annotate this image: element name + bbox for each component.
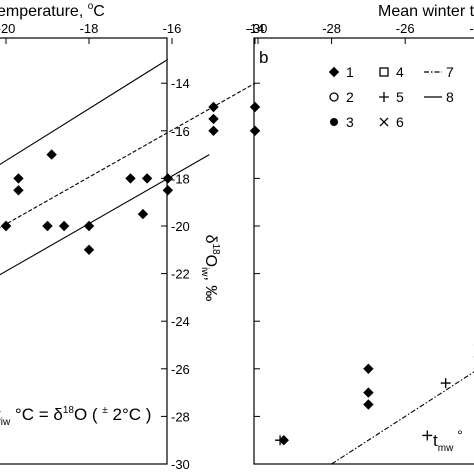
panel-a-bound-line <box>0 58 169 166</box>
panel-b-frame <box>253 37 474 465</box>
panel-a-y-tick-label: -24 <box>171 314 190 329</box>
panel-a-point <box>208 101 219 113</box>
panel-a-top-axis-label-sup: o <box>88 1 94 12</box>
panel-a-bound-line <box>0 154 210 276</box>
panel-a-y-ticks: -30-28-26-24-22-20-18-16-14 <box>161 76 190 472</box>
panel-a-y-tick-label: -20 <box>171 219 190 234</box>
panel-b-x-tick-label: -26 <box>396 21 415 36</box>
panel-a-frame <box>0 37 168 465</box>
panel-a-y-tick-label: -22 <box>171 267 190 282</box>
panel-a-x-tick-label: -18 <box>80 21 99 36</box>
panel-b: Mean winter t b -30-28-26-24-22 14725836… <box>249 3 474 465</box>
panel-a-y-tick-label: -18 <box>171 171 190 186</box>
panel-a-point <box>13 173 24 184</box>
legend-label: 2 <box>346 89 354 105</box>
legend-label: 3 <box>346 114 354 130</box>
legend-symbol-diamond <box>328 66 340 78</box>
panel-a-x-tick-label: -14 <box>246 21 265 36</box>
panel-b-points <box>275 344 474 446</box>
panel-a-points <box>0 101 261 255</box>
legend-symbol-circle-filled <box>330 118 338 126</box>
panel-b-x-ticks: -30-28-26-24-22 <box>249 21 474 44</box>
legend-label: 7 <box>446 64 454 80</box>
legend-symbol-square <box>379 67 389 77</box>
legend-label: 6 <box>396 114 404 130</box>
panel-a-point <box>141 173 153 184</box>
panel-a: emperature, oC -20 -18 -16 -14 -30 -28 -26 -24… <box>0 1 264 472</box>
panel-a-right-axis-label-main: O <box>202 255 219 267</box>
panel-a-point <box>83 220 95 232</box>
panel-b-point-series-5 <box>422 430 433 441</box>
panel-a-point <box>83 244 95 255</box>
panel-a-lines <box>0 58 256 276</box>
panel-a-point <box>46 149 57 160</box>
panel-a-right-axis-label-sub: iw <box>199 267 210 277</box>
panel-b-y-ticks <box>254 82 260 465</box>
panel-a-top-axis-label-tail: C <box>93 3 105 20</box>
panel-a-point <box>0 220 12 232</box>
panel-a-point <box>137 208 149 220</box>
panel-b-point-series-5 <box>440 378 451 389</box>
panel-b-x-tick-label: -24 <box>469 21 474 36</box>
panel-a-point <box>58 220 70 232</box>
panel-a-annotation: tiw °C = δ18O ( ± 2°C ) <box>0 405 151 428</box>
panel-a-point <box>42 220 53 232</box>
panel-a-right-axis-label: δ18Oiw, ‰ <box>199 235 221 302</box>
panel-b-label: b <box>259 48 268 67</box>
legend-label: 8 <box>446 89 454 105</box>
legend-label: 4 <box>396 64 404 80</box>
panel-a-y-tick-label: -30 <box>171 457 190 472</box>
panel-a-top-axis-label: emperature, oC <box>0 1 105 20</box>
panel-b-point-series-1 <box>363 387 374 398</box>
panel-a-top-axis-label-main: emperature, <box>0 3 88 20</box>
panel-b-point-series-5 <box>275 435 286 446</box>
panel-b-point-series-1 <box>363 399 374 410</box>
panel-b-annotation: tmw ° <box>433 427 463 454</box>
panel-a-right-axis-label-delta: δ <box>202 235 219 244</box>
panel-b-x-tick-label: -28 <box>322 21 341 36</box>
panel-a-right-axis-label-sup: 18 <box>210 243 221 255</box>
panel-a-y-tick-label: -26 <box>171 362 190 377</box>
panel-a-point <box>208 113 219 125</box>
panel-a-x-tick-label: -16 <box>163 21 182 36</box>
panel-a-x-ticks: -20 -18 -16 -14 <box>0 21 264 44</box>
panel-b-legend: 1 4 7 2 5 8 3 6 <box>328 64 454 130</box>
panel-a-point <box>162 173 174 184</box>
panel-a-right-axis-label-tail: , ‰ <box>202 277 219 302</box>
panel-b-point-series-1 <box>363 363 374 374</box>
panel-b-top-axis-label: Mean winter t <box>378 3 474 20</box>
panel-a-point <box>249 101 261 113</box>
panel-b-x-tick-label: -30 <box>249 21 268 36</box>
panel-a-regression-line <box>0 82 256 229</box>
panel-a-point <box>208 125 219 136</box>
panel-a-y-tick-label: -28 <box>171 409 190 424</box>
legend-label: 5 <box>396 89 404 105</box>
legend-symbol-plus <box>379 92 389 102</box>
panel-a-point <box>162 185 174 196</box>
panel-a-point <box>125 173 136 184</box>
panel-a-point <box>13 185 24 196</box>
legend-symbol-cross <box>379 117 389 127</box>
panel-a-x-tick-label: -20 <box>0 21 15 36</box>
panel-a-y-tick-label: -14 <box>171 76 190 91</box>
legend-label: 1 <box>346 64 354 80</box>
legend-symbol-circle-open <box>329 92 339 102</box>
